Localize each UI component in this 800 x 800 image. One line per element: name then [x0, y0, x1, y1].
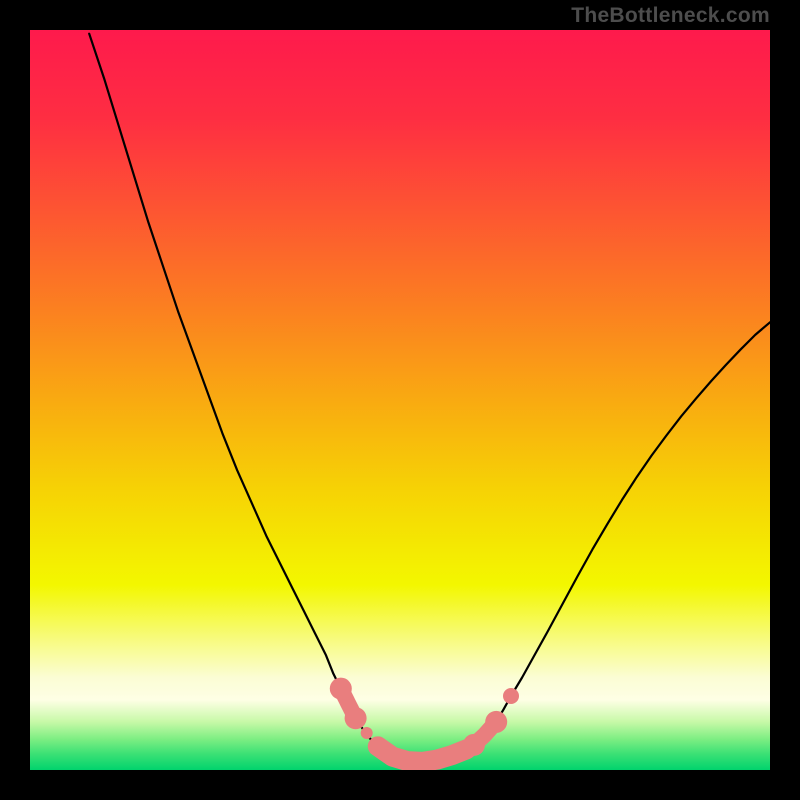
- watermark-text: TheBottleneck.com: [571, 4, 770, 28]
- gradient-background: [30, 30, 770, 770]
- marker-dot: [503, 688, 519, 704]
- bottleneck-chart-svg: [30, 30, 770, 770]
- marker-dot: [361, 727, 373, 739]
- marker-cap: [345, 707, 367, 729]
- marker-cap: [485, 711, 507, 733]
- chart-frame: TheBottleneck.com: [0, 0, 800, 800]
- plot-area: [30, 30, 770, 770]
- marker-cap: [463, 734, 485, 756]
- marker-cap: [330, 678, 352, 700]
